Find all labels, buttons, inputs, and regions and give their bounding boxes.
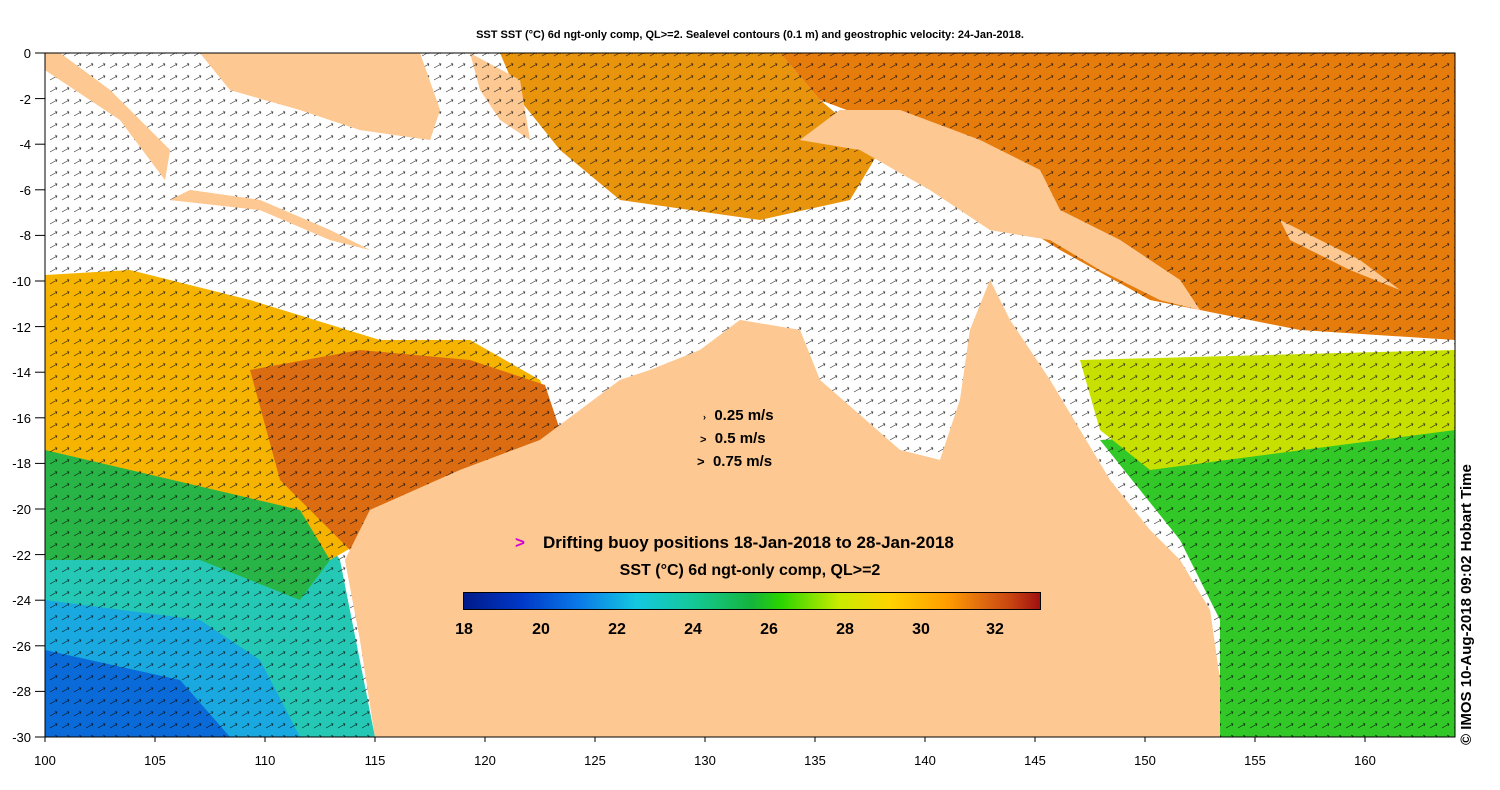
y-tick-label: -8 <box>19 228 31 243</box>
y-tick-label: -14 <box>12 365 31 380</box>
colorbar-tick: 32 <box>986 621 1004 638</box>
map-title: SST SST (°C) 6d ngt-only comp, QL>=2. Se… <box>476 29 1024 41</box>
y-tick-label: -28 <box>12 684 31 699</box>
y-tick-label: -22 <box>12 548 31 563</box>
y-tick-label: -10 <box>12 274 31 289</box>
y-tick-label: -6 <box>19 183 31 198</box>
x-tick-label: 120 <box>474 753 496 768</box>
x-tick-label: 155 <box>1244 753 1266 768</box>
speed-legend-label: 0.5 m/s <box>714 430 766 447</box>
speed-legend-2: > 0.5 m/s <box>700 430 766 447</box>
y-axis: 0 -2 -4 -6 -8 -10 -12 -14 -16 -18 -20 -2… <box>12 46 45 745</box>
y-tick-label: -20 <box>12 502 31 517</box>
colorbar-title: SST (°C) 6d ngt-only comp, QL>=2 <box>619 562 881 579</box>
speed-legend-1: › 0.25 m/s <box>703 407 774 424</box>
buoy-legend: > Drifting buoy positions 18-Jan-2018 to … <box>515 533 954 553</box>
y-tick-label: -26 <box>12 639 31 654</box>
x-tick-label: 145 <box>1024 753 1046 768</box>
x-tick-label: 150 <box>1134 753 1156 768</box>
y-tick-label: -2 <box>19 92 31 107</box>
y-tick-label: -16 <box>12 411 31 426</box>
colorbar-tick: 20 <box>532 621 550 638</box>
x-tick-label: 140 <box>914 753 936 768</box>
x-tick-label: 135 <box>804 753 826 768</box>
credit-text: © IMOS 10-Aug-2018 09:02 Hobart Time <box>1458 464 1475 745</box>
x-tick-label: 100 <box>34 753 56 768</box>
x-tick-label: 105 <box>144 753 166 768</box>
y-tick-label: -12 <box>12 320 31 335</box>
colorbar-tick: 22 <box>608 621 626 638</box>
x-axis: 100 105 110 115 120 125 130 135 140 145 … <box>34 737 1376 768</box>
y-tick-label: -30 <box>12 730 31 745</box>
x-tick-label: 115 <box>365 753 386 768</box>
y-tick-label: -18 <box>12 456 31 471</box>
plot-frame <box>44 52 1456 738</box>
speed-legend-label: 0.75 m/s <box>712 453 773 470</box>
x-tick-label: 125 <box>584 753 606 768</box>
x-tick-label: 160 <box>1354 753 1376 768</box>
colorbar-tick: 28 <box>836 621 854 638</box>
buoy-legend-text: Drifting buoy positions 18-Jan-2018 to 2… <box>542 533 954 552</box>
speed-legend-label: 0.25 m/s <box>714 407 774 424</box>
y-tick-label: -24 <box>12 593 31 608</box>
colorbar-tick: 24 <box>684 621 702 638</box>
colorbar-tick: 26 <box>760 621 778 638</box>
speed-legend-3: > 0.75 m/s <box>697 453 773 470</box>
colorbar-tick: 30 <box>912 621 930 638</box>
sst-field <box>45 53 1455 737</box>
x-tick-label: 110 <box>255 753 276 768</box>
colorbar-tick: 18 <box>455 621 473 638</box>
y-tick-label: -4 <box>19 137 31 152</box>
x-tick-label: 130 <box>694 753 716 768</box>
buoy-marker-icon: > <box>515 533 525 552</box>
colorbar <box>463 592 1041 610</box>
y-tick-label: 0 <box>24 46 31 61</box>
